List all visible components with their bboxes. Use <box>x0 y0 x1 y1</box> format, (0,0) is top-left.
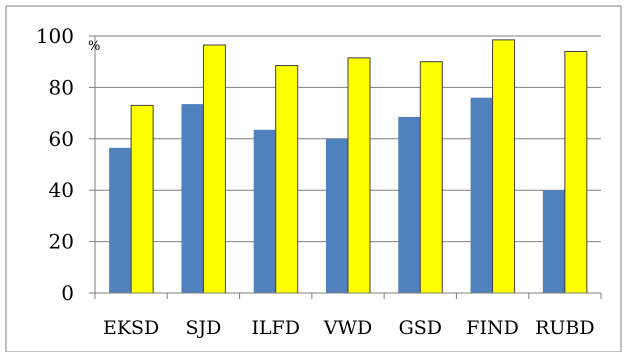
x-tick-label-ilfd: ILFD <box>251 317 300 339</box>
bar-series2-gsd <box>419 61 443 294</box>
y-tick-label: 0 <box>61 281 74 305</box>
x-tick-label-vwd: VWD <box>323 317 372 339</box>
y-tick-label: 100 <box>36 24 74 48</box>
bar-series2-rubd <box>564 50 588 294</box>
bar-series1-find <box>470 97 493 294</box>
bar-series1-sjd <box>181 104 204 293</box>
x-tick-label-rubd: RUBD <box>535 317 595 339</box>
bar-series1-eksd <box>109 147 132 293</box>
bar-series1-gsd <box>398 116 421 293</box>
bars <box>109 39 588 294</box>
y-unit-label: % <box>88 39 100 54</box>
bar-series1-vwd <box>326 138 348 293</box>
bar-series1-ilfd <box>253 129 276 293</box>
bar-series2-vwd <box>347 57 371 294</box>
bar-series2-sjd <box>202 44 226 294</box>
axes <box>89 35 602 299</box>
x-tick-label-find: FIND <box>466 317 519 339</box>
y-tick-label: 60 <box>49 127 74 151</box>
bar-series2-ilfd <box>275 65 299 294</box>
bar-series2-eksd <box>130 104 154 294</box>
bar-series1-rubd <box>542 190 565 293</box>
y-tick-label: 40 <box>49 178 74 202</box>
x-tick-label-sjd: SJD <box>185 317 221 339</box>
x-tick-label-gsd: GSD <box>399 317 442 339</box>
x-tick-labels: EKSD SJD ILFD VWD GSD FIND RUBD <box>103 317 595 339</box>
x-tick-label-eksd: EKSD <box>103 317 159 339</box>
outer-border <box>5 5 622 352</box>
y-tick-labels: 0 20 40 60 80 100 <box>36 24 74 305</box>
bar-series2-find <box>492 39 516 294</box>
y-tick-label: 20 <box>49 230 74 254</box>
y-tick-label: 80 <box>49 75 74 99</box>
